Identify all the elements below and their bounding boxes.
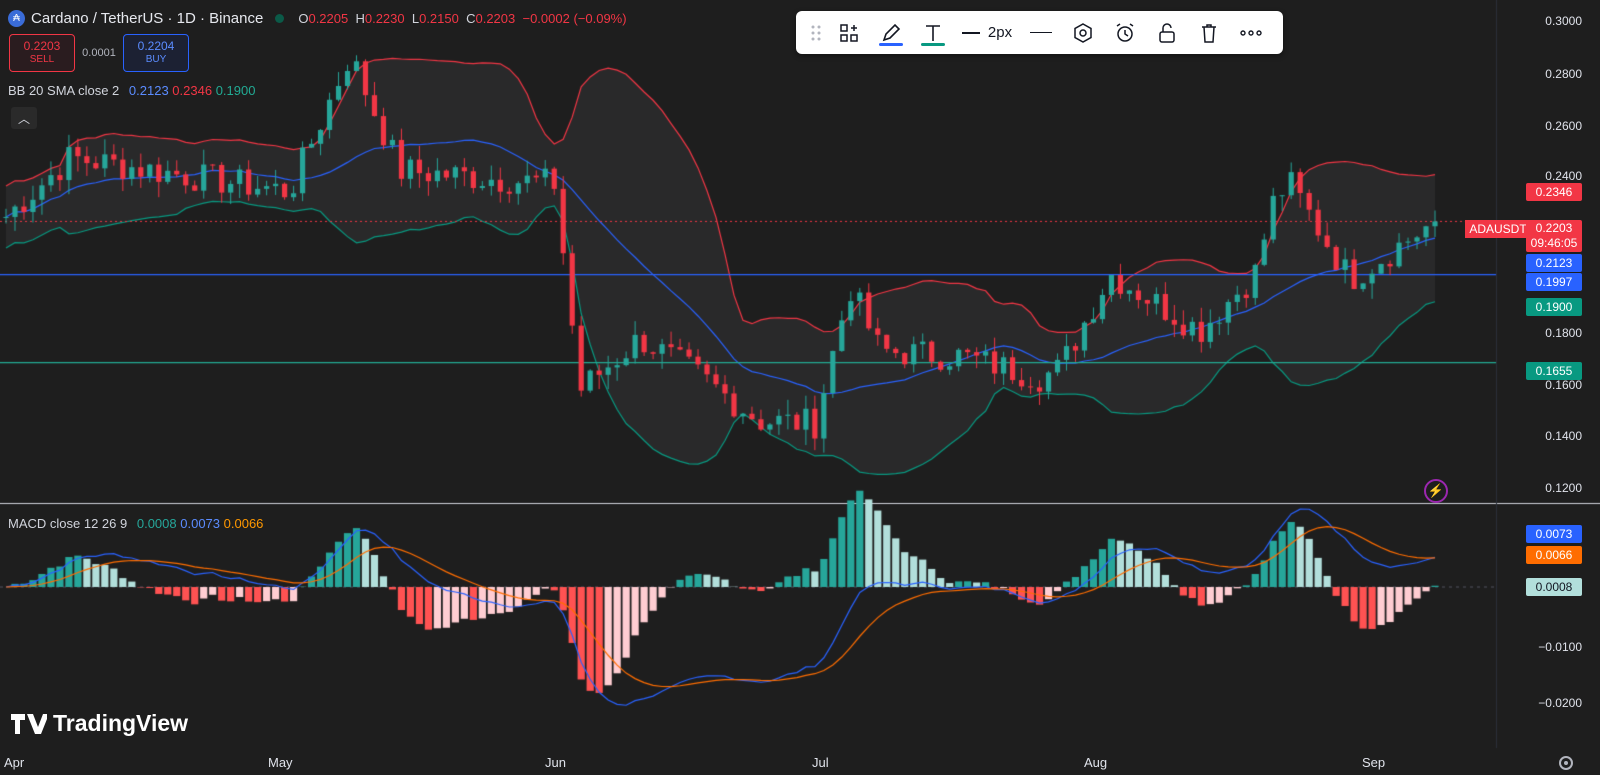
bb-lower-price-label: 0.1900 bbox=[1526, 298, 1582, 316]
settings-hexagon-icon[interactable] bbox=[1062, 11, 1104, 54]
line-color-button[interactable] bbox=[870, 11, 912, 54]
sell-button[interactable]: 0.2203 SELL bbox=[9, 34, 75, 72]
color-swatch bbox=[879, 43, 903, 46]
price-tick: 0.2400 bbox=[1545, 169, 1582, 183]
cardano-logo-icon: ₳ bbox=[8, 9, 25, 27]
hline-green-price-label: 0.1655 bbox=[1526, 362, 1582, 380]
more-options-icon[interactable] bbox=[1230, 11, 1272, 54]
bb-legend[interactable]: BB 20 SMA close 2 0.2123 0.2346 0.1900 bbox=[8, 83, 256, 98]
add-template-icon[interactable] bbox=[828, 11, 870, 54]
time-tick: Apr bbox=[4, 755, 25, 770]
drawing-toolbar: 2px bbox=[796, 11, 1283, 54]
time-tick: Jul bbox=[812, 755, 829, 770]
price-tick: 0.2600 bbox=[1545, 119, 1582, 133]
price-tick: 0.2800 bbox=[1545, 67, 1582, 81]
chevron-up-icon: ︿ bbox=[17, 111, 30, 126]
hist-price-label: 0.0008 bbox=[1526, 578, 1582, 596]
bb-upper-price-label: 0.2346 bbox=[1526, 183, 1582, 201]
macd-legend[interactable]: MACD close 12 26 9 0.0008 0.0073 0.0066 bbox=[8, 516, 264, 531]
symbol-header: ₳ Cardano / TetherUS · 1D · Binance O0.2… bbox=[8, 8, 627, 28]
trade-panel: 0.2203 SELL 0.0001 0.2204 BUY bbox=[9, 34, 189, 72]
buy-button[interactable]: 0.2204 BUY bbox=[123, 34, 189, 72]
line-width-icon bbox=[961, 31, 980, 34]
line-width-button[interactable]: 2px bbox=[954, 11, 1020, 54]
macd-price-label: 0.0073 bbox=[1526, 525, 1582, 543]
unlock-icon[interactable] bbox=[1146, 11, 1188, 54]
pencil-icon bbox=[882, 23, 901, 41]
symbol-title[interactable]: Cardano / TetherUS · 1D · Binance bbox=[31, 9, 264, 27]
price-tick: 0.1200 bbox=[1545, 481, 1582, 495]
last-price-label: 0.2203 09:46:05 bbox=[1526, 220, 1582, 252]
market-status-icon[interactable] bbox=[275, 13, 285, 23]
price-tick: 0.3000 bbox=[1545, 14, 1582, 28]
text-color-swatch bbox=[921, 43, 945, 46]
macd-tick: −0.0100 bbox=[1538, 640, 1582, 654]
time-tick: Jun bbox=[545, 755, 566, 770]
collapse-legend-button[interactable]: ︿ bbox=[11, 107, 37, 129]
drag-handle-icon[interactable] bbox=[804, 11, 828, 54]
ohlc-values: O0.2205 H0.2230 L0.2150 C0.2203 −0.0002 … bbox=[298, 10, 627, 26]
macd-tick: −0.0200 bbox=[1538, 696, 1582, 710]
text-color-button[interactable] bbox=[912, 11, 954, 54]
line-style-button[interactable] bbox=[1020, 11, 1062, 54]
price-tick: 0.1600 bbox=[1545, 378, 1582, 392]
time-tick: Sep bbox=[1362, 755, 1386, 770]
tradingview-logo-icon bbox=[11, 713, 47, 734]
line-style-icon bbox=[1030, 31, 1052, 34]
time-tick: May bbox=[268, 755, 293, 770]
symbol-price-tag: ADAUSDT bbox=[1465, 220, 1531, 238]
time-tick: Aug bbox=[1084, 755, 1108, 770]
lightning-icon[interactable]: ⚡ bbox=[1424, 479, 1448, 503]
bb-basis-price-label: 0.2123 bbox=[1526, 254, 1582, 272]
hline-blue-price-label: 0.1997 bbox=[1526, 273, 1582, 291]
tradingview-logo[interactable]: TradingView bbox=[11, 710, 188, 737]
price-tick: 0.1400 bbox=[1545, 429, 1582, 443]
signal-price-label: 0.0066 bbox=[1526, 546, 1582, 564]
price-tick: 0.1800 bbox=[1545, 326, 1582, 340]
gear-icon[interactable] bbox=[1559, 756, 1573, 770]
trash-icon[interactable] bbox=[1188, 11, 1230, 54]
text-icon bbox=[926, 24, 940, 41]
alert-clock-icon[interactable] bbox=[1104, 11, 1146, 54]
spread-value: 0.0001 bbox=[82, 47, 116, 59]
